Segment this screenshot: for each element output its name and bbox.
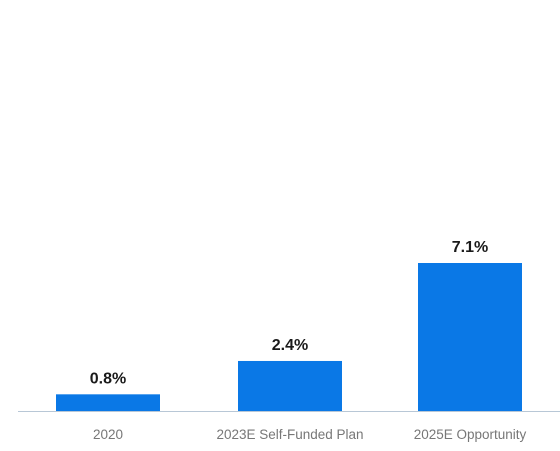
data-label-2: 7.1% — [452, 239, 488, 256]
x-tick-label-1: 2023E Self-Funded Plan — [216, 427, 363, 442]
data-label-1: 2.4% — [272, 337, 308, 354]
bar-1 — [238, 360, 342, 411]
data-label-0: 0.8% — [90, 370, 126, 387]
bar-0 — [56, 394, 160, 411]
bar-2 — [418, 263, 522, 411]
x-tick-label-2: 2025E Opportunity — [414, 427, 527, 442]
x-tick-label-0: 2020 — [93, 427, 123, 442]
